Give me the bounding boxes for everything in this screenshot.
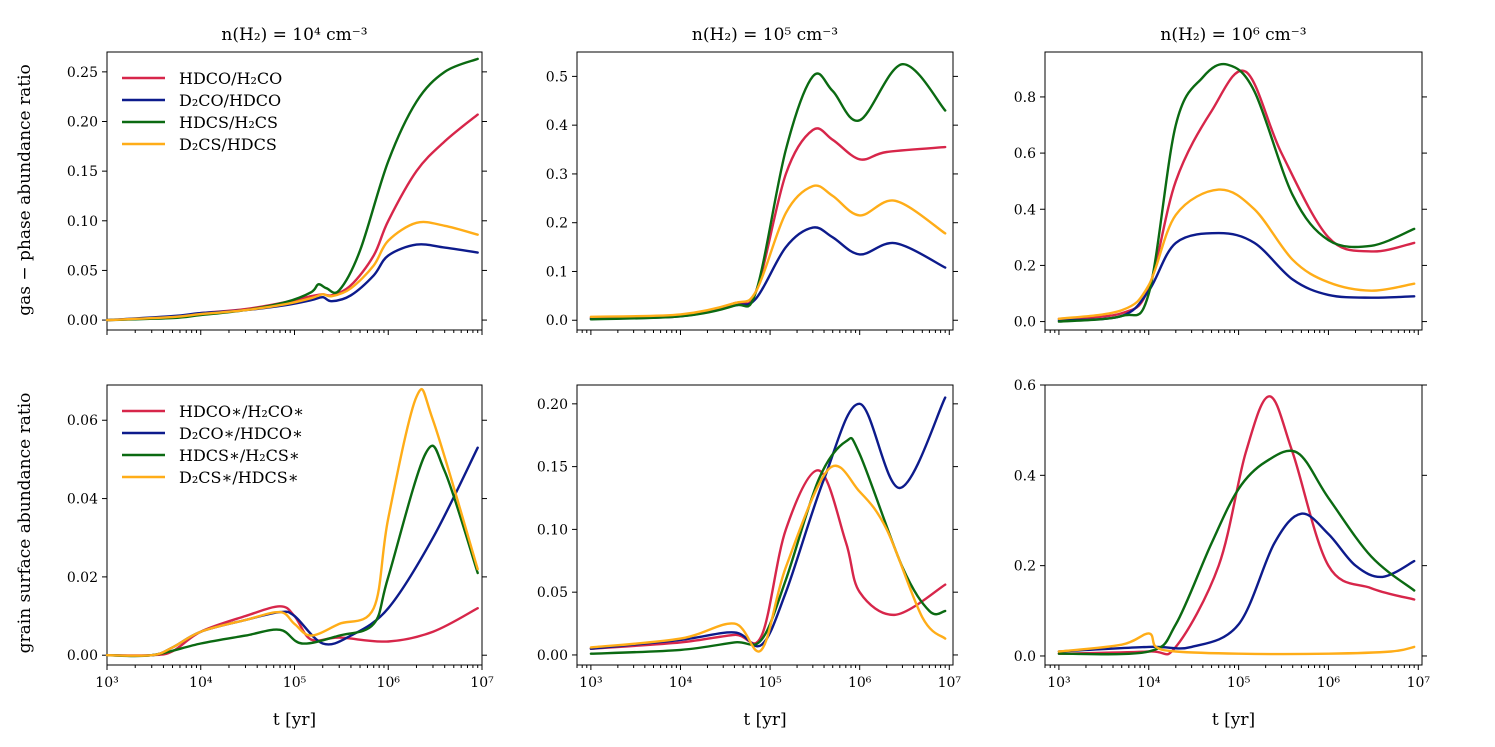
panel-0-2: n(H₂) = 10⁶ cm⁻³ 0.0 0.2 0.4 0.6 0.8 — [1014, 25, 1427, 335]
legend-label: D₂CO/HDCO — [179, 91, 281, 110]
y-tick-label: 0.15 — [67, 164, 98, 180]
x-axis-title: t [yr] — [273, 710, 316, 730]
series-line-2 — [1057, 449, 1416, 656]
series-line-1 — [1057, 512, 1416, 653]
x-tick-label: 10⁶ — [377, 675, 401, 691]
panel-frame — [1044, 384, 1423, 666]
y-tick-label: 0.2 — [1014, 258, 1036, 274]
series-line-1 — [589, 396, 947, 650]
y-tick-label: 0.6 — [1014, 378, 1036, 394]
x-tick-label: 10⁴ — [669, 675, 693, 691]
y-tick-label: 0.8 — [1014, 90, 1036, 106]
x-tick-label: 10⁵ — [283, 675, 307, 691]
x-tick-label: 10³ — [95, 675, 118, 691]
legend-label: HDCS∗/H₂CS∗ — [179, 446, 300, 465]
y-tick-label: 0.00 — [537, 648, 568, 664]
series-line-2 — [1057, 62, 1416, 323]
panel-0-0: n(H₂) = 10⁴ cm⁻³ 0.00 0.05 0.10 0.15 0.20 0.25… — [67, 25, 487, 335]
y-tick-label: 0.10 — [537, 522, 568, 538]
series-line-3 — [105, 220, 479, 322]
legend-label: HDCS/H₂CS — [179, 113, 278, 132]
panel-frame — [576, 51, 954, 331]
y-tick-label: 0.4 — [1014, 202, 1036, 218]
y-tick-label: 0.06 — [67, 413, 98, 429]
series-line-2 — [589, 63, 947, 321]
legend-label: HDCO∗/H₂CO∗ — [179, 402, 304, 421]
legend: HDCO/H₂CO D₂CO/HDCO HDCS/H₂CS D₂CS/HDCS — [122, 69, 282, 154]
x-tick-label: 10⁷ — [1407, 675, 1431, 691]
y-tick-label: 0.00 — [67, 648, 98, 664]
y-tick-label: 0.2 — [1014, 559, 1036, 575]
series-line-2 — [105, 57, 479, 322]
y-tick-label: 0.05 — [537, 585, 568, 601]
y-tick-label: 0.20 — [537, 397, 568, 413]
panel-1-0: 0.00 0.02 0.04 0.06 10³ 10⁴ 10⁵ 10⁶ 10⁷ t [yr] HDC… — [67, 384, 494, 730]
y-tick-label: 0.04 — [67, 492, 98, 508]
panel-1-1: 0.00 0.05 0.10 0.15 0.20 10³ 10⁴ 10⁵ 10⁶ 10⁷ t [yr… — [537, 384, 962, 730]
y-tick-label: 0.00 — [67, 313, 98, 329]
series-line-2 — [105, 444, 479, 658]
y-axis-title-bottom: grain surface abundance ratio — [15, 393, 35, 654]
x-tick-label: 10⁶ — [1317, 675, 1341, 691]
x-tick-label: 10⁴ — [1137, 675, 1161, 691]
y-tick-label: 0.4 — [1014, 468, 1036, 484]
x-tick-label: 10⁵ — [1227, 675, 1251, 691]
x-tick-label: 10³ — [1047, 675, 1070, 691]
series-line-2 — [589, 436, 947, 655]
legend: HDCO∗/H₂CO∗ D₂CO∗/HDCO∗ HDCS∗/H₂CS∗ D₂CS∗/H… — [122, 402, 304, 487]
series-line-3 — [1057, 188, 1416, 320]
series-line-0 — [1057, 395, 1416, 656]
x-tick-label: 10³ — [579, 675, 602, 691]
legend-label: D₂CS∗/HDCS∗ — [179, 468, 299, 487]
series-line-3 — [1057, 632, 1416, 656]
y-tick-label: 0.1 — [546, 264, 568, 280]
series-line-1 — [1057, 231, 1416, 322]
panel-title: n(H₂) = 10⁵ cm⁻³ — [692, 25, 838, 45]
x-tick-label: 10⁴ — [189, 675, 213, 691]
y-tick-label: 0.10 — [67, 214, 98, 230]
x-axis-title: t [yr] — [743, 710, 786, 730]
series-line-0 — [589, 469, 947, 650]
panel-frame — [576, 384, 954, 666]
y-tick-label: 0.0 — [1014, 315, 1036, 331]
y-tick-label: 0.6 — [1014, 146, 1036, 162]
panel-1-2: 0.0 0.2 0.4 0.6 10³ 10⁴ 10⁵ 10⁶ 10⁷ t [yr] — [1014, 378, 1431, 730]
y-tick-label: 0.5 — [546, 69, 568, 85]
panel-0-1: n(H₂) = 10⁵ cm⁻³ 0.0 0.1 0.2 0.3 0.4 0.5 — [546, 25, 958, 335]
panel-frame — [1044, 51, 1423, 331]
x-axis-title: t [yr] — [1212, 710, 1255, 730]
y-tick-label: 0.4 — [546, 118, 568, 134]
y-tick-label: 0.25 — [67, 65, 98, 81]
y-tick-label: 0.0 — [546, 313, 568, 329]
legend-label: D₂CO∗/HDCO∗ — [179, 424, 303, 443]
legend-label: HDCO/H₂CO — [179, 69, 282, 88]
y-axis-title-top: gas − phase abundance ratio — [15, 64, 35, 316]
y-tick-label: 0.05 — [67, 263, 98, 279]
series-line-1 — [105, 243, 479, 322]
series-line-0 — [589, 127, 947, 319]
series-line-3 — [105, 388, 479, 657]
y-tick-label: 0.20 — [67, 115, 98, 131]
panel-title: n(H₂) = 10⁶ cm⁻³ — [1160, 25, 1306, 45]
y-tick-label: 0.2 — [546, 216, 568, 232]
x-tick-label: 10⁷ — [470, 675, 494, 691]
series-line-3 — [589, 184, 947, 318]
y-tick-label: 0.3 — [546, 167, 568, 183]
x-tick-label: 10⁵ — [758, 675, 782, 691]
panel-frame — [106, 51, 483, 331]
x-tick-label: 10⁷ — [938, 675, 962, 691]
y-tick-label: 0.0 — [1014, 649, 1036, 665]
y-tick-label: 0.15 — [537, 460, 568, 476]
series-line-3 — [589, 464, 947, 653]
x-tick-label: 10⁶ — [848, 675, 872, 691]
y-tick-label: 0.02 — [67, 570, 98, 586]
panels: n(H₂) = 10⁴ cm⁻³ 0.00 0.05 0.10 0.15 0.20 0.25… — [67, 25, 1431, 730]
legend-label: D₂CS/HDCS — [179, 135, 277, 154]
series-line-0 — [105, 113, 479, 322]
panel-title: n(H₂) = 10⁴ cm⁻³ — [221, 25, 367, 45]
